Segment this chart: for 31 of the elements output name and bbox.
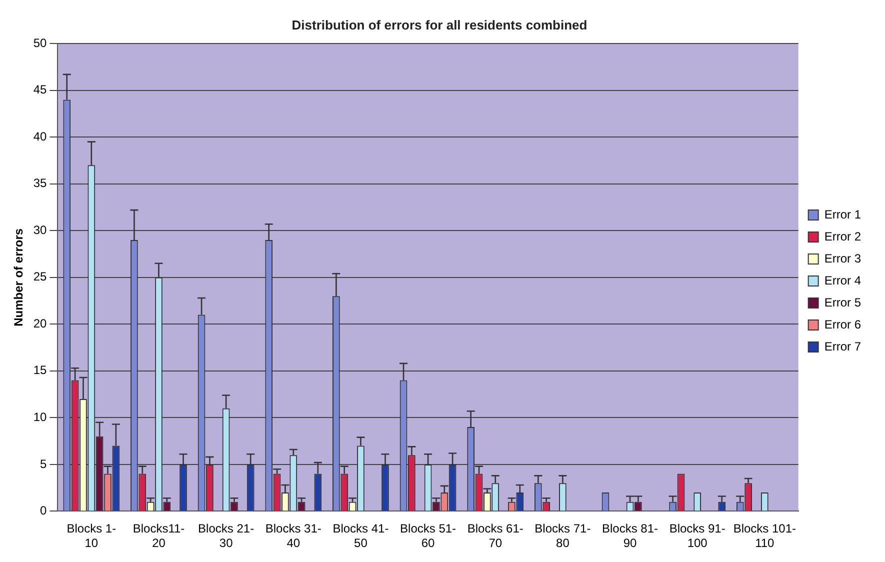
y-tick-label: 30 xyxy=(33,222,48,237)
y-tick-label: 5 xyxy=(40,456,48,471)
x-tick-label: Blocks 51-60 xyxy=(400,522,456,550)
x-tick-label: Blocks 71-80 xyxy=(534,522,591,550)
x-tick-label: Blocks 31-40 xyxy=(265,522,322,550)
x-tick-label: Blocks 91-100 xyxy=(669,522,726,550)
legend-label: Error 3 xyxy=(824,251,862,266)
y-tick-label: 10 xyxy=(33,410,48,424)
y-tick-label: 0 xyxy=(40,504,48,518)
y-tick-label: 40 xyxy=(33,129,48,144)
x-tick-label: Blocks 81-90 xyxy=(602,522,658,550)
legend-label: Error 6 xyxy=(824,317,862,332)
x-tick-label: Blocks 21-30 xyxy=(198,522,254,550)
x-tick-label: Blocks11-20 xyxy=(132,522,185,550)
legend-label: Error 5 xyxy=(824,295,862,310)
y-tick-label: 20 xyxy=(33,316,48,330)
x-tick-label: Blocks 1-10 xyxy=(66,522,116,550)
y-tick-label: 50 xyxy=(33,36,48,50)
y-tick-label: 45 xyxy=(33,82,48,97)
chart-title: Distribution of errors for all residents combined xyxy=(292,17,588,32)
x-tick-label: Blocks 101-110 xyxy=(733,522,796,550)
legend-label: Error 2 xyxy=(824,229,862,244)
x-tick-label: Blocks 61-70 xyxy=(467,522,524,550)
y-tick-label: 25 xyxy=(33,270,48,284)
y-tick-label: 35 xyxy=(33,176,48,190)
legend-label: Error 4 xyxy=(824,273,862,288)
y-axis-title: Number of errors xyxy=(12,228,26,326)
legend-label: Error 7 xyxy=(824,339,862,354)
y-tick-label: 15 xyxy=(33,363,48,378)
x-tick-label: Blocks 41-50 xyxy=(332,522,389,550)
legend-label: Error 1 xyxy=(824,207,862,222)
